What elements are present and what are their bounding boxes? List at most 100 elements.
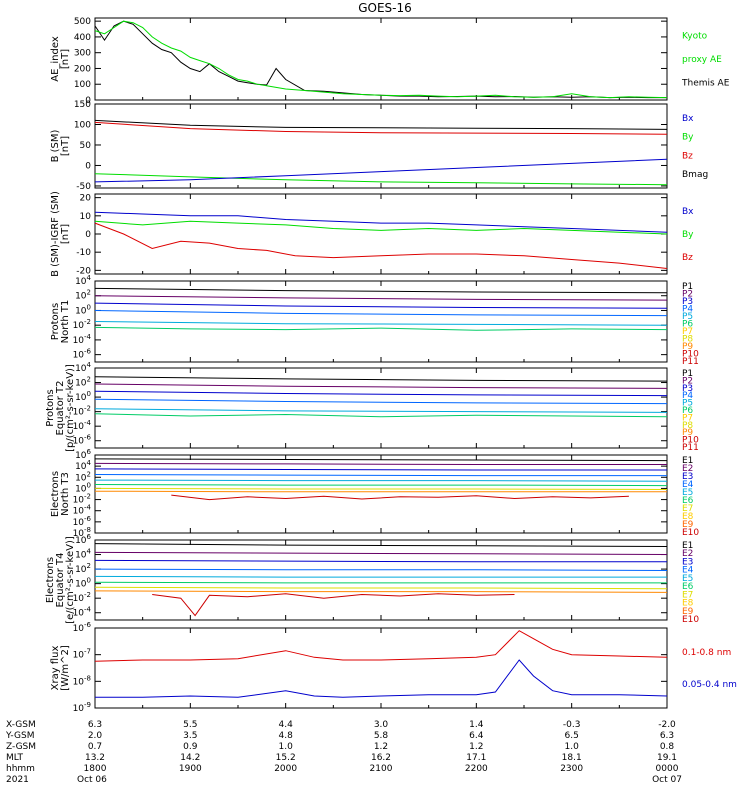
legend-entry: 0.1-0.8 nm <box>682 648 731 658</box>
legend-entry: proxy AE <box>682 55 722 65</box>
series-line-1 <box>94 287 668 294</box>
legend-entry: P4 <box>682 305 693 315</box>
y-tick-label: 150 <box>74 100 91 110</box>
ephem-cell: 1800 <box>84 764 107 774</box>
y-tick-label: 10-4 <box>73 333 92 346</box>
legend-entry: P4 <box>682 391 693 401</box>
series-line-1 <box>94 376 668 382</box>
y-tick-label: -50 <box>76 182 91 192</box>
panel-frame <box>94 17 668 101</box>
ephem-cell: 4.8 <box>279 731 294 741</box>
legend-entry: Kyoto <box>682 32 708 42</box>
y-axis-label: Equator T2 <box>55 381 66 436</box>
legend-entry: By <box>682 230 694 240</box>
ephem-cell: 6.3 <box>88 720 102 730</box>
ephem-row-label: X-GSM <box>6 720 36 730</box>
series-line-4 <box>94 310 668 317</box>
ephem-cell: 2000 <box>274 764 297 774</box>
series-line-8 <box>94 590 668 593</box>
legend-entry: E6 <box>682 496 694 506</box>
ephem-cell: 2100 <box>370 764 393 774</box>
legend: Kyoto proxy AE Themis AE <box>681 32 730 89</box>
y-axis-label: [p/(cm²-s-sr-keV)] <box>65 364 76 452</box>
y-tick-label: 20 <box>80 194 92 204</box>
legend-entry: P8 <box>682 421 693 431</box>
legend-entry: P3 <box>682 384 693 394</box>
legend-entry: E10 <box>682 528 699 538</box>
y-axis-label: Equator T4 <box>55 553 66 608</box>
ephem-row-label: hhmm <box>6 764 35 774</box>
legend-entry: Themis AE <box>681 78 730 88</box>
series-line-5 <box>94 408 668 413</box>
y-tick-label: 104 <box>75 361 91 374</box>
series-line-1 <box>94 211 668 233</box>
ephem-cell: 0.7 <box>88 742 102 752</box>
legend-entry: P9 <box>682 342 693 352</box>
ephem-cell: 1.0 <box>279 742 294 752</box>
legend-entry: E3 <box>682 472 693 482</box>
series-line-3 <box>94 468 667 471</box>
legend-entry: Bmag <box>682 170 708 180</box>
ephem-cell: 13.2 <box>85 753 105 763</box>
panel-bigrf: -20 -10 0 10 20 B (SM)-IGRF (SM) [nT] Bx By Bz <box>50 191 694 277</box>
series-line-3 <box>94 390 668 397</box>
series-line-2 <box>94 121 668 135</box>
series-line-2 <box>94 20 668 99</box>
ephem-cell: -0.3 <box>563 720 581 730</box>
legend-entry: E8 <box>682 512 694 522</box>
legend-entry: E2 <box>682 549 693 559</box>
legend-entry: Bx <box>682 114 694 124</box>
y-axis-label: North T1 <box>60 300 71 344</box>
legend-entry: P11 <box>682 357 699 367</box>
legend-entry: E2 <box>682 464 693 474</box>
legend-entry: P8 <box>682 335 693 345</box>
ephem-cell: Oct 06 <box>77 775 107 785</box>
y-tick-label: 100 <box>75 390 91 403</box>
legend-entry: P5 <box>682 312 693 322</box>
series-line-2 <box>94 383 668 389</box>
ephem-cell: 18.1 <box>562 753 582 763</box>
y-tick-label: 500 <box>74 17 91 27</box>
panel-frame <box>94 539 668 621</box>
ephem-cell: 3.5 <box>183 731 197 741</box>
y-tick-label: 0 <box>85 96 91 106</box>
ephem-cell: 4.4 <box>279 720 294 730</box>
ephem-cell: 2.0 <box>88 731 103 741</box>
legend-entry: P10 <box>682 436 699 446</box>
y-tick-label: 10 <box>80 212 92 222</box>
series-line-1 <box>94 458 668 462</box>
y-tick-label: 102 <box>75 562 91 575</box>
panel-bsm: -50 0 50 100 150 B (SM) [nT] Bx By Bz Bmag <box>50 100 708 192</box>
series-line-9 <box>171 494 629 501</box>
legend-entry: P1 <box>682 282 693 292</box>
panel-frame <box>94 103 668 189</box>
series-line-4 <box>94 474 667 477</box>
series-line-9 <box>152 593 515 617</box>
ephem-cell: 1.4 <box>469 720 484 730</box>
y-tick-label: 400 <box>74 33 91 43</box>
legend-entry: P9 <box>682 428 693 438</box>
legend-entry: P5 <box>682 399 693 409</box>
legend-entry: 0.05-0.4 nm <box>682 680 737 690</box>
ephem-cell: 1.0 <box>565 742 580 752</box>
ephem-cell: 0000 <box>656 764 679 774</box>
y-tick-label: -20 <box>76 266 91 276</box>
y-tick-label: 102 <box>75 289 91 302</box>
series-line-2 <box>94 462 667 465</box>
ephem-cell: 6.5 <box>565 731 579 741</box>
legend: 0.1-0.8 nm 0.05-0.4 nm <box>682 648 737 690</box>
legend-entry: P6 <box>682 320 693 330</box>
legend-entry: By <box>682 133 694 143</box>
series-line-3 <box>94 559 667 563</box>
series-line-6 <box>94 326 668 331</box>
legend-entry: E7 <box>682 590 693 600</box>
legend-entry: E9 <box>682 607 694 617</box>
ephem-cell: 15.2 <box>276 753 296 763</box>
y-axis-label: North T3 <box>60 472 71 516</box>
